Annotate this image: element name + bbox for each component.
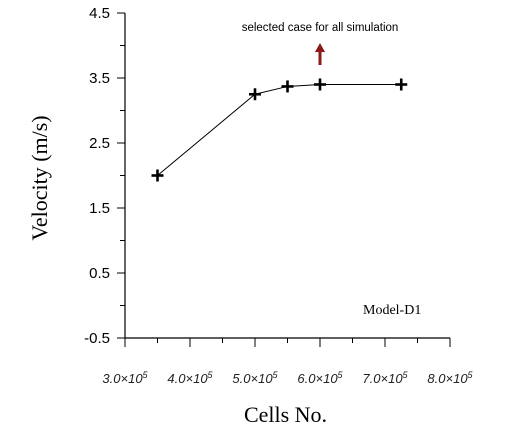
x-tick-label: 5.0×105: [232, 370, 278, 386]
velocity-series-line: [157, 84, 402, 176]
y-tick-label: 0.5: [89, 265, 110, 282]
x-ticks: 3.0×105 4.0×105 5.0×105 6.0×105 7.0×105 8.0×1…: [102, 338, 474, 386]
data-point: [249, 88, 261, 101]
y-axis-title: Velocity (m/s): [27, 115, 52, 240]
x-tick-label: 7.0×105: [362, 370, 408, 386]
x-tick-label: 3.0×105: [102, 370, 148, 386]
selected-case-arrow: [315, 43, 325, 65]
data-point: [314, 78, 326, 91]
y-tick-label: 4.5: [89, 5, 110, 22]
model-label: Model-D1: [363, 303, 421, 318]
data-markers: [151, 78, 408, 182]
data-point: [281, 80, 294, 93]
y-tick-label: 3.5: [89, 70, 110, 87]
x-axis-title: Cells No.: [244, 402, 327, 427]
axes: [124, 13, 450, 339]
x-tick-label: 6.0×105: [297, 370, 343, 386]
y-tick-label: 1.5: [89, 200, 110, 217]
y-ticks: 4.5 3.5 2.5 1.5 0.5 -0.5: [84, 5, 125, 347]
x-tick-label: 4.0×105: [167, 370, 213, 386]
y-tick-label: -0.5: [84, 330, 110, 347]
selected-case-note: selected case for all simulation: [242, 22, 399, 34]
data-point: [151, 169, 164, 182]
data-point: [395, 78, 408, 91]
x-tick-label: 8.0×105: [427, 370, 473, 386]
selected-case-annotation: selected case for all simulation: [242, 22, 399, 65]
y-tick-label: 2.5: [89, 135, 110, 152]
